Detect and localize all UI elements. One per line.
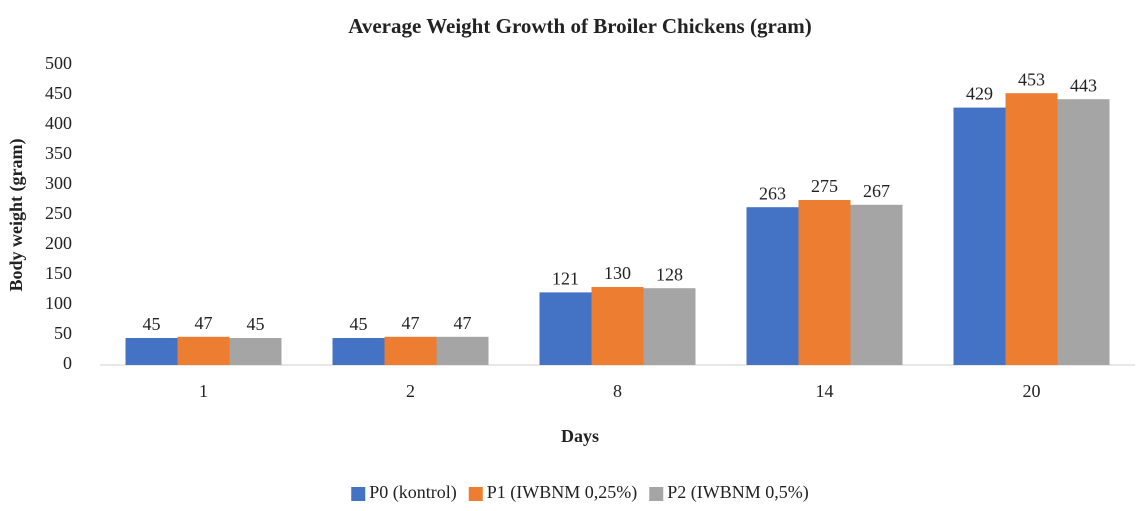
bar [953,107,1006,365]
value-label: 263 [759,183,786,203]
y-tick-label: 500 [45,53,72,73]
x-axis-title: Days [561,426,599,446]
bar [436,336,489,365]
y-tick-label: 200 [45,233,72,253]
y-tick-label: 150 [45,263,72,283]
value-label: 47 [402,313,420,333]
value-label: 443 [1070,75,1097,95]
bar [591,287,644,365]
legend-label: P2 (IWBNM 0,5%) [667,482,809,503]
bar [643,288,696,365]
bar [539,292,592,365]
legend-swatch [468,487,483,501]
bar [384,336,437,365]
y-tick-label: 350 [45,143,72,163]
value-label: 45 [143,314,161,334]
x-tick-label: 8 [613,381,622,401]
y-tick-label: 100 [45,293,72,313]
x-tick-label: 14 [816,381,834,401]
legend-swatch [649,487,664,501]
y-tick-label: 450 [45,83,72,103]
value-label: 128 [656,264,683,284]
x-tick-label: 20 [1023,381,1041,401]
y-tick-label: 400 [45,113,72,133]
bar [1057,99,1110,365]
y-tick-label: 0 [63,353,72,373]
bar [229,338,282,365]
value-label: 47 [195,313,213,333]
value-label: 453 [1018,69,1045,89]
value-label: 47 [454,313,472,333]
y-tick-label: 300 [45,173,72,193]
y-tick-label: 250 [45,203,72,223]
value-label: 267 [863,181,890,201]
value-label: 121 [552,269,579,289]
bar [798,200,851,365]
legend-label: P0 (kontrol) [369,482,457,503]
legend-label: P1 (IWBNM 0,25%) [487,482,638,503]
bar [177,336,230,365]
bar [850,204,903,365]
value-label: 275 [811,176,838,196]
y-axis-title: Body weight (gram) [6,139,27,292]
value-label: 130 [604,263,631,283]
legend-swatch [351,487,366,501]
value-label: 45 [247,314,265,334]
value-label: 45 [350,314,368,334]
chart-title: Average Weight Growth of Broiler Chicken… [348,14,812,38]
bar [332,338,385,365]
bar [125,338,178,365]
x-tick-label: 1 [199,381,208,401]
x-tick-label: 2 [406,381,415,401]
bar [1005,93,1058,365]
y-tick-label: 50 [54,323,72,343]
value-label: 429 [966,84,993,104]
bar [746,207,799,365]
